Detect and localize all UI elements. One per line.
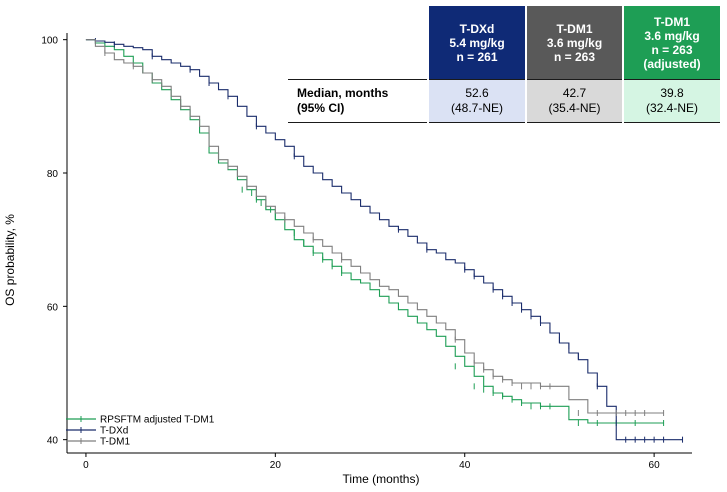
- legend-label: T-DXd: [100, 426, 128, 437]
- x-tick-label: 60: [649, 460, 661, 471]
- table-median-row: Median, months (95% CI) 52.6 (48.7-NE) 42.…: [288, 79, 720, 123]
- median-tdxd: 52.6 (48.7-NE): [427, 79, 526, 123]
- table-header-row: T-DXd 5.4 mg/kg n = 261 T-DM1 3.6 mg/kg n = …: [288, 6, 720, 80]
- legend-label: RPSFTM adjusted T-DM1: [100, 415, 215, 426]
- column-header-tdxd: T-DXd 5.4 mg/kg n = 261: [427, 6, 526, 80]
- y-axis-title: OS probability, %: [3, 214, 17, 306]
- x-tick-label: 20: [270, 460, 282, 471]
- series-layer: [85, 38, 684, 443]
- x-axis-title: Time (months): [343, 472, 420, 486]
- table-corner: [288, 6, 428, 80]
- column-header-tdm1: T-DM1 3.6 mg/kg n = 263: [525, 6, 623, 80]
- legend-label: T-DM1: [100, 437, 130, 448]
- column-header-tdm1-adjusted: T-DM1 3.6 mg/kg n = 263 (adjusted): [622, 6, 720, 80]
- x-tick-label: 40: [459, 460, 471, 471]
- y-tick-label: 60: [47, 302, 59, 313]
- median-tdm1: 42.7 (35.4-NE): [525, 79, 623, 123]
- y-tick-label: 100: [41, 36, 58, 47]
- x-tick-label: 0: [83, 460, 89, 471]
- axes: 0 20 40 60 40 60 80 100: [41, 33, 692, 471]
- median-tdm1-adjusted: 39.8 (32.4-NE): [622, 79, 720, 123]
- series-line-t-dm1: [85, 39, 664, 414]
- median-table: T-DXd 5.4 mg/kg n = 261 T-DM1 3.6 mg/kg n = …: [288, 6, 720, 123]
- row-label: Median, months (95% CI): [288, 79, 428, 123]
- y-tick-label: 40: [47, 436, 59, 447]
- y-tick-label: 80: [47, 169, 59, 180]
